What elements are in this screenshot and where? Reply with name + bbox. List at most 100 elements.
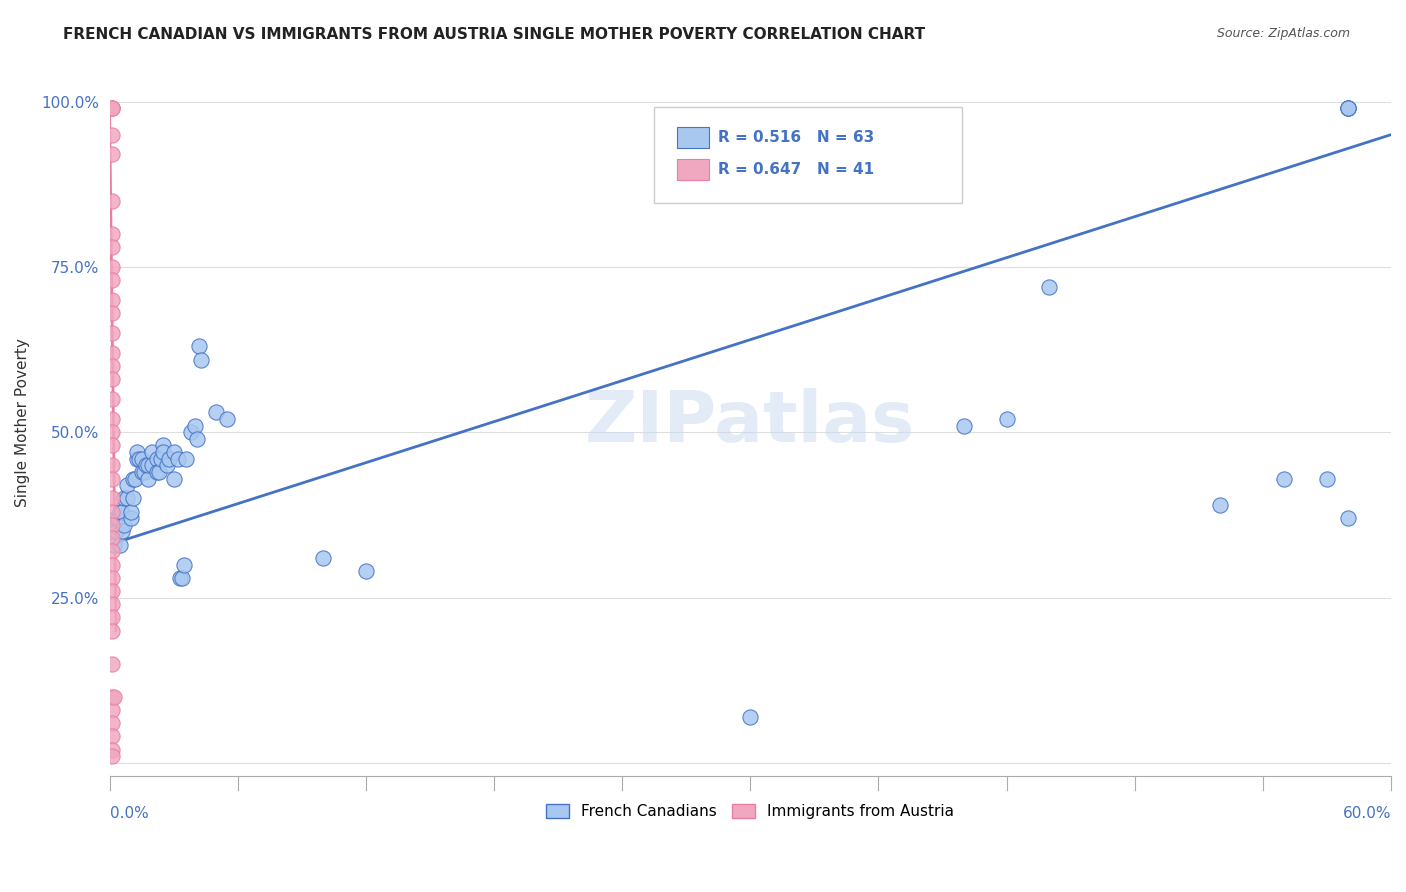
Point bbox=[148, 465, 170, 479]
Point bbox=[100, 293, 122, 307]
Point bbox=[120, 505, 142, 519]
Point bbox=[145, 451, 167, 466]
Point bbox=[141, 458, 163, 473]
Point bbox=[205, 405, 228, 419]
Point bbox=[1209, 498, 1232, 512]
Point bbox=[100, 703, 122, 717]
Point bbox=[103, 538, 125, 552]
Point bbox=[107, 511, 129, 525]
Text: FRENCH CANADIAN VS IMMIGRANTS FROM AUSTRIA SINGLE MOTHER POVERTY CORRELATION CHA: FRENCH CANADIAN VS IMMIGRANTS FROM AUSTR… bbox=[63, 27, 925, 42]
Point bbox=[186, 432, 208, 446]
Point bbox=[100, 742, 122, 756]
Point bbox=[120, 511, 142, 525]
Point bbox=[100, 690, 122, 704]
Text: Source: ZipAtlas.com: Source: ZipAtlas.com bbox=[1216, 27, 1350, 40]
Point bbox=[135, 458, 157, 473]
Point bbox=[100, 147, 122, 161]
Point bbox=[100, 517, 122, 532]
Text: R = 0.647   N = 41: R = 0.647 N = 41 bbox=[718, 162, 875, 178]
Point bbox=[1337, 101, 1360, 115]
Point bbox=[100, 458, 122, 473]
Point bbox=[312, 550, 335, 565]
Point bbox=[127, 451, 149, 466]
Y-axis label: Single Mother Poverty: Single Mother Poverty bbox=[15, 338, 30, 507]
Point bbox=[122, 472, 145, 486]
Point bbox=[100, 425, 122, 440]
Point bbox=[190, 352, 212, 367]
Point bbox=[124, 472, 146, 486]
Point bbox=[111, 505, 134, 519]
Point bbox=[176, 451, 198, 466]
Point bbox=[100, 438, 122, 452]
Point bbox=[100, 372, 122, 386]
Point bbox=[131, 465, 153, 479]
Legend: French Canadians, Immigrants from Austria: French Canadians, Immigrants from Austri… bbox=[540, 797, 960, 825]
Point bbox=[100, 227, 122, 241]
Point bbox=[1316, 472, 1339, 486]
Point bbox=[100, 412, 122, 426]
Bar bbox=[678, 159, 709, 180]
Point bbox=[100, 273, 122, 287]
Point bbox=[162, 472, 184, 486]
Point bbox=[100, 491, 122, 506]
Point bbox=[128, 451, 150, 466]
Point bbox=[354, 564, 377, 578]
Point bbox=[172, 571, 194, 585]
Point bbox=[740, 709, 762, 723]
Point bbox=[100, 306, 122, 320]
Point bbox=[108, 538, 131, 552]
Point bbox=[131, 451, 153, 466]
Point bbox=[114, 517, 136, 532]
Point bbox=[215, 412, 238, 426]
Text: R = 0.516   N = 63: R = 0.516 N = 63 bbox=[718, 129, 875, 145]
Point bbox=[1038, 279, 1060, 293]
Point bbox=[100, 240, 122, 254]
Point bbox=[136, 458, 159, 473]
Point bbox=[100, 346, 122, 360]
Text: 60.0%: 60.0% bbox=[1343, 806, 1391, 821]
Point bbox=[122, 491, 145, 506]
Point bbox=[149, 451, 172, 466]
Point bbox=[100, 730, 122, 744]
Point bbox=[115, 491, 138, 506]
Point bbox=[100, 392, 122, 407]
Point bbox=[100, 101, 122, 115]
Point bbox=[1337, 101, 1360, 115]
Point bbox=[188, 339, 211, 353]
Point bbox=[169, 571, 191, 585]
Point bbox=[100, 597, 122, 611]
Point bbox=[184, 418, 207, 433]
Point bbox=[115, 478, 138, 492]
Point bbox=[100, 260, 122, 274]
Point bbox=[145, 465, 167, 479]
Point bbox=[100, 128, 122, 142]
Point bbox=[1337, 511, 1360, 525]
Point bbox=[157, 451, 180, 466]
Point bbox=[100, 101, 122, 115]
Point bbox=[1272, 472, 1295, 486]
Point bbox=[173, 558, 195, 572]
Point bbox=[100, 571, 122, 585]
Point bbox=[104, 524, 127, 539]
Point bbox=[108, 505, 131, 519]
Point bbox=[100, 624, 122, 638]
Text: ZIPatlas: ZIPatlas bbox=[585, 388, 915, 457]
Point bbox=[152, 445, 174, 459]
Point bbox=[100, 472, 122, 486]
Point bbox=[953, 418, 976, 433]
Point bbox=[141, 445, 163, 459]
Point bbox=[127, 445, 149, 459]
Point bbox=[100, 716, 122, 731]
Point bbox=[100, 359, 122, 373]
Point bbox=[156, 458, 179, 473]
Point bbox=[100, 194, 122, 208]
Point bbox=[1337, 101, 1360, 115]
Point bbox=[100, 101, 122, 115]
Point bbox=[100, 657, 122, 671]
Point bbox=[132, 465, 155, 479]
Text: 0.0%: 0.0% bbox=[110, 806, 148, 821]
Point bbox=[995, 412, 1018, 426]
Point bbox=[100, 505, 122, 519]
Point bbox=[100, 610, 122, 624]
Point bbox=[111, 524, 134, 539]
